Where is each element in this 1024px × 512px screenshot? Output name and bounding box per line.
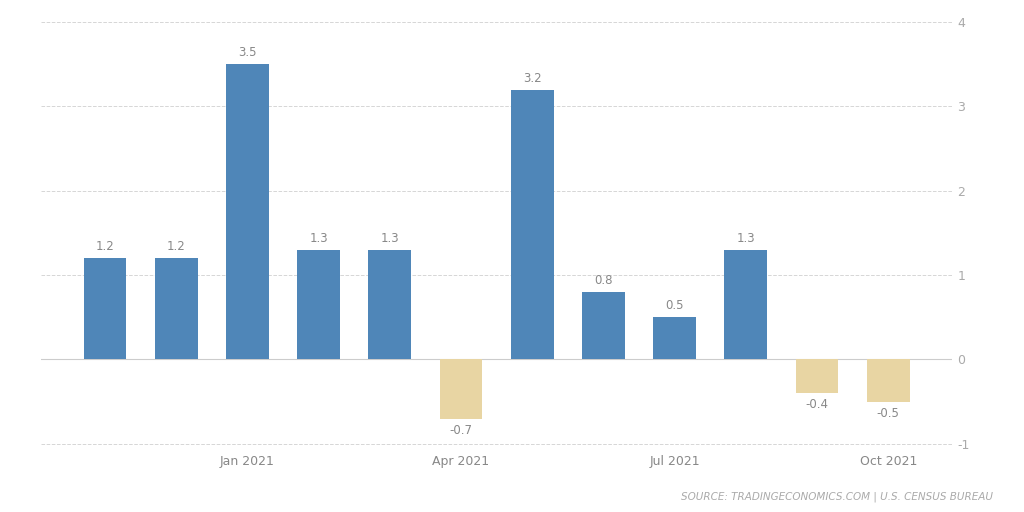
Bar (511, 90, 554, 359)
Bar (155, 258, 198, 359)
Bar (439, 359, 482, 418)
Bar (582, 292, 625, 359)
Bar (297, 250, 340, 359)
Text: 3.5: 3.5 (239, 46, 257, 59)
Bar (653, 317, 696, 359)
Text: 0.5: 0.5 (666, 299, 684, 312)
Bar (369, 250, 412, 359)
Text: -0.5: -0.5 (877, 407, 900, 420)
Text: 3.2: 3.2 (523, 72, 542, 84)
Bar (724, 250, 767, 359)
Text: 1.3: 1.3 (736, 232, 755, 245)
Bar (226, 65, 268, 359)
Text: SOURCE: TRADINGECONOMICS.COM | U.S. CENSUS BUREAU: SOURCE: TRADINGECONOMICS.COM | U.S. CENS… (681, 491, 993, 502)
Text: 1.3: 1.3 (309, 232, 328, 245)
Text: 1.3: 1.3 (381, 232, 399, 245)
Text: 1.2: 1.2 (95, 240, 115, 253)
Text: -0.4: -0.4 (806, 398, 828, 411)
Bar (84, 258, 126, 359)
Text: 1.2: 1.2 (167, 240, 185, 253)
Bar (867, 359, 909, 401)
Text: -0.7: -0.7 (450, 423, 472, 437)
Bar (796, 359, 839, 393)
Text: 0.8: 0.8 (594, 274, 612, 287)
